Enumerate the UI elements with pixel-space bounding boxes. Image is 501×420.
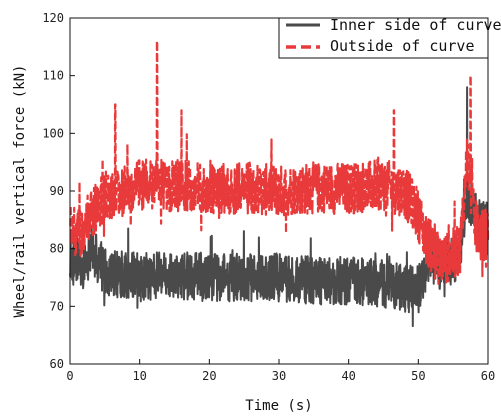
- y-axis-ticks: 60 70 80 90 100 110 120: [42, 11, 75, 371]
- x-tick-label: 40: [341, 369, 355, 383]
- y-tick-label: 90: [50, 184, 64, 198]
- legend-label-outside: Outside of curve: [330, 37, 475, 55]
- x-tick-label: 60: [481, 369, 495, 383]
- x-tick-label: 10: [132, 369, 146, 383]
- x-tick-label: 50: [411, 369, 425, 383]
- x-axis-title: Time (s): [245, 398, 312, 414]
- x-tick-label: 20: [202, 369, 216, 383]
- x-tick-label: 0: [66, 369, 73, 383]
- series-layer: [69, 40, 490, 328]
- y-tick-label: 80: [50, 242, 64, 256]
- y-axis-title: Wheel/rail vertical force (kN): [12, 65, 28, 318]
- legend-label-inner: Inner side of curve: [330, 16, 501, 34]
- y-tick-label: 120: [42, 11, 64, 25]
- y-tick-label: 70: [50, 299, 64, 313]
- legend-box: [278, 17, 489, 59]
- x-axis-ticks: 0 10 20 30 40 50 60: [66, 359, 495, 383]
- outside-series: [69, 40, 490, 285]
- y-tick-label: 110: [42, 69, 64, 83]
- y-tick-label: 100: [42, 126, 64, 140]
- x-tick-label: 30: [272, 369, 286, 383]
- inner-side-series: [69, 86, 489, 328]
- y-tick-label: 60: [50, 357, 64, 371]
- legend: Inner side of curve Outside of curve: [278, 16, 501, 59]
